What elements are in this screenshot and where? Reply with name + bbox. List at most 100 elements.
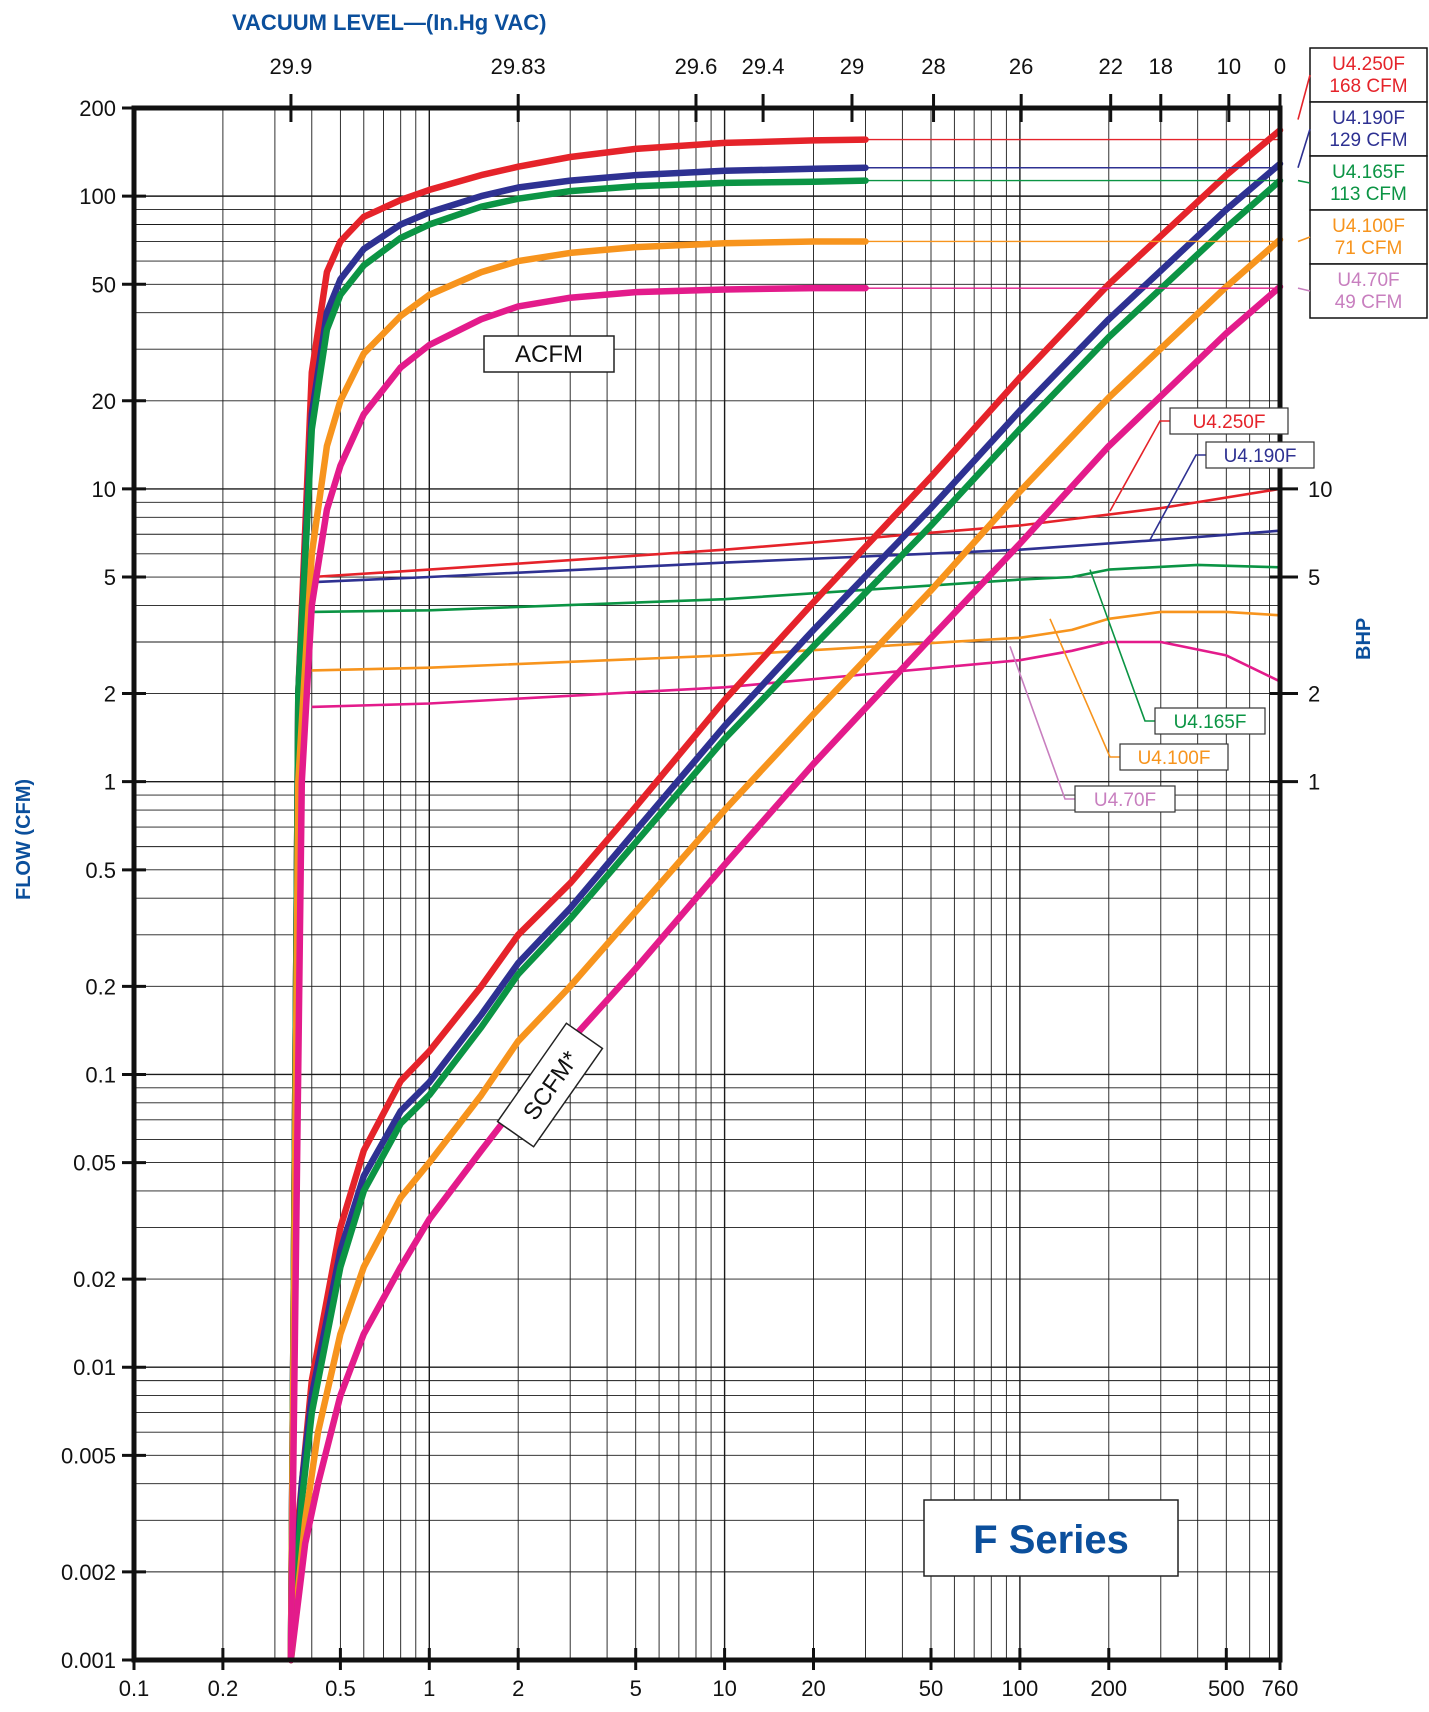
callout-leader	[1049, 618, 1120, 758]
legend-cfm: 49 CFM	[1335, 292, 1403, 313]
top-tick-label: 28	[921, 54, 945, 79]
legend-cfm: 168 CFM	[1329, 76, 1407, 97]
bhp-callout-u4-100f: U4.100F	[1049, 618, 1229, 771]
legend-box	[1309, 155, 1428, 211]
acfm-line-u4-165f	[287, 177, 869, 1664]
x-tick-label: 0.2	[208, 1676, 239, 1701]
x-tick-label: 2	[512, 1676, 524, 1701]
top-tick-label: 29.6	[675, 54, 718, 79]
legend-leader	[1297, 287, 1311, 292]
callout-label: U4.70F	[1094, 790, 1156, 811]
legend-box	[1309, 263, 1428, 319]
callout-box	[1205, 441, 1315, 469]
scfm-curves	[287, 126, 1284, 1664]
legend-box	[1309, 209, 1428, 265]
x-tick-label: 760	[1262, 1676, 1299, 1701]
bhp-line-u4-165f	[311, 563, 1281, 614]
top-tick-label: 26	[1009, 54, 1033, 79]
scfm-annotation: SCFM*	[496, 1022, 604, 1148]
bhp-tick-label: 10	[1308, 477, 1332, 502]
x-tick-label: 500	[1208, 1676, 1245, 1701]
bhp-line-u4-70f	[311, 640, 1281, 709]
bhp-line-u4-100f	[311, 610, 1281, 672]
top-tick-label: 10	[1217, 54, 1241, 79]
y-tick-label: 0.05	[73, 1151, 116, 1176]
acfm-label: ACFM	[515, 341, 583, 368]
plot-border	[131, 105, 1283, 1663]
x-tick-label: 0.1	[119, 1676, 150, 1701]
bhp-tick-label: 5	[1308, 565, 1320, 590]
bhp-line-u4-190f	[311, 529, 1281, 584]
y-tick-label: 50	[92, 272, 116, 297]
legend-cfm: 113 CFM	[1330, 184, 1407, 205]
x-tick-label: 5	[630, 1676, 642, 1701]
y-axis-ticks: 0.001 0.002 0.005 0.01 0.02 0.05 0.1 0.2 0.5 1 2 5 1…	[61, 96, 146, 1673]
legend-box	[1309, 101, 1428, 157]
y-tick-label: 10	[92, 477, 116, 502]
legend-leader	[1297, 236, 1311, 243]
bhp-callout-u4-250f: U4.250F	[1109, 407, 1289, 512]
x-tick-label: 1	[423, 1676, 435, 1701]
y-tick-label: 0.005	[61, 1443, 116, 1468]
legend-cfm: 71 CFM	[1335, 238, 1403, 259]
y-tick-label: 20	[92, 389, 116, 414]
scfm-line-u4-100f	[287, 236, 1284, 1664]
bhp-callout-u4-165f: U4.165F	[1089, 569, 1266, 735]
callout-box	[1119, 743, 1229, 771]
x-tick-label: 20	[801, 1676, 825, 1701]
callout-box	[1154, 707, 1266, 735]
x-tick-label: 10	[712, 1676, 736, 1701]
scfm-line-u4-250f	[287, 126, 1284, 1664]
legend-box	[1309, 47, 1428, 103]
scfm-line-u4-190f	[287, 160, 1284, 1664]
y-tick-label: 0.02	[73, 1267, 116, 1292]
acfm-line-u4-100f	[287, 238, 869, 1664]
legend-leader	[1297, 74, 1311, 120]
top-tick-label: 29	[840, 54, 864, 79]
top-tick-label: 29.9	[270, 54, 313, 79]
y-tick-label: 0.2	[85, 974, 116, 999]
callout-leader	[1089, 569, 1155, 722]
legend-model: U4.250F	[1332, 54, 1405, 75]
acfm-line-u4-250f	[287, 136, 869, 1664]
y-tick-label: 1	[104, 770, 116, 795]
top-tick-label: 29.83	[491, 54, 546, 79]
top-axis-title: VACUUM LEVEL—(In.Hg VAC)	[232, 10, 547, 35]
legend-model: U4.190F	[1332, 108, 1405, 129]
callout-box	[1169, 407, 1289, 435]
legend-model: U4.70F	[1337, 270, 1399, 291]
y-tick-label: 0.001	[61, 1648, 116, 1673]
y-tick-label: 0.002	[61, 1560, 116, 1585]
callout-label: U4.100F	[1138, 748, 1211, 769]
x-tick-label: 200	[1090, 1676, 1127, 1701]
top-tick-label: 22	[1098, 54, 1122, 79]
scfm-line-u4-70f	[287, 283, 1284, 1664]
scfm-line-u4-165f	[287, 177, 1284, 1664]
bhp-tick-label: 2	[1308, 682, 1320, 707]
top-axis-ticks: 29.9 29.83 29.6 29.4 29 28 26 22 18 10 0	[270, 54, 1286, 122]
callout-label: U4.190F	[1224, 446, 1297, 467]
top-tick-label: 29.4	[742, 54, 785, 79]
bhp-axis-ticks: 1 2 5 10	[1270, 477, 1332, 795]
acfm-curves	[287, 136, 869, 1664]
legend-model: U4.165F	[1332, 162, 1405, 183]
x-axis-ticks: 0.1 0.2 0.5 1 2 5 10 20 50 100 200 500 760	[119, 1648, 1299, 1701]
callout-leader	[1149, 454, 1206, 541]
y-axis-title: FLOW (CFM)	[13, 779, 35, 900]
legend-cfm: 129 CFM	[1329, 130, 1407, 151]
x-tick-label: 100	[1002, 1676, 1039, 1701]
callout-leader	[1009, 646, 1075, 800]
y-tick-label: 0.5	[85, 858, 116, 883]
y-tick-label: 0.01	[73, 1355, 116, 1380]
callout-label: U4.250F	[1193, 412, 1266, 433]
bhp-callout-u4-70f: U4.70F	[1009, 646, 1176, 813]
acfm-line-u4-70f	[287, 284, 869, 1664]
y-tick-label: 0.1	[85, 1062, 116, 1087]
x-tick-label: 50	[919, 1676, 943, 1701]
